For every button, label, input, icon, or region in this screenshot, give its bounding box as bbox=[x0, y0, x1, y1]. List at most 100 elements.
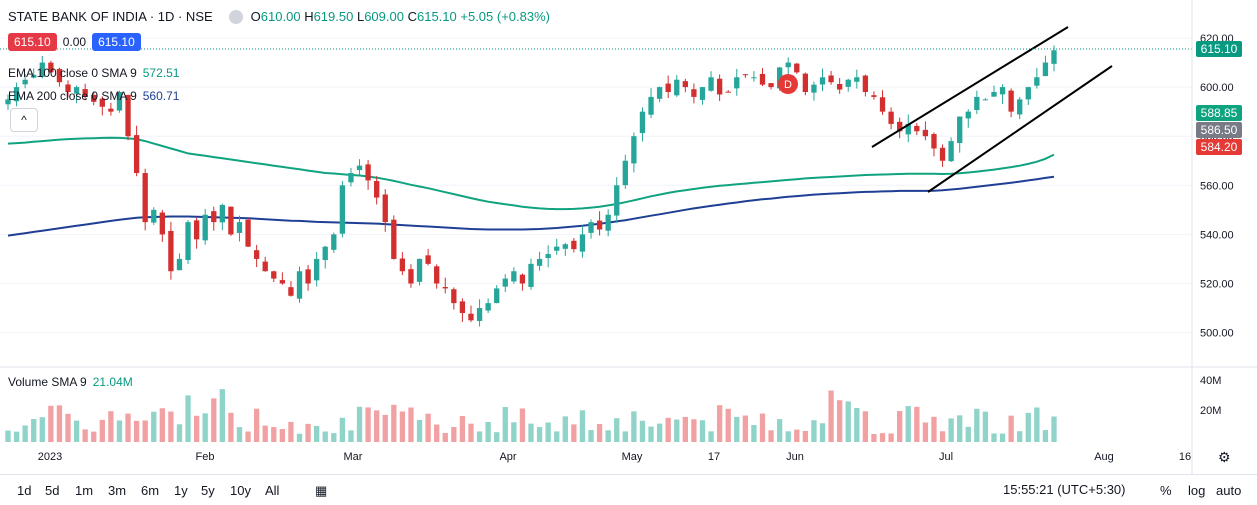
candle-body bbox=[108, 108, 114, 112]
candle-body bbox=[708, 77, 714, 91]
candle-body bbox=[957, 116, 963, 144]
candle-body bbox=[631, 136, 637, 164]
volume-bar bbox=[48, 405, 54, 442]
candle-body bbox=[991, 92, 997, 97]
time-axis[interactable]: 2023 Feb Mar Apr May 17 Jun Jul Aug 16 bbox=[38, 451, 1191, 463]
trendline-upper[interactable] bbox=[871, 26, 1069, 148]
candle-body bbox=[639, 111, 646, 134]
volume-bar bbox=[365, 407, 371, 442]
candle-body bbox=[1051, 50, 1057, 64]
mid-price-tag: 586.50 bbox=[1196, 122, 1242, 138]
candle-body bbox=[579, 234, 586, 252]
volume-bar bbox=[82, 429, 88, 442]
volume-bar bbox=[605, 430, 611, 442]
volume-bar bbox=[819, 423, 826, 442]
volume-bar bbox=[99, 419, 105, 442]
candle-body bbox=[494, 288, 500, 304]
candle-body bbox=[836, 83, 843, 90]
volume-bar bbox=[434, 424, 440, 442]
volume-bar bbox=[56, 405, 63, 442]
volume-bar bbox=[648, 426, 654, 442]
time-tick-label: Apr bbox=[499, 451, 516, 463]
candle-body bbox=[734, 77, 740, 89]
range-6m[interactable]: 6m bbox=[141, 483, 160, 498]
volume-bar bbox=[13, 431, 20, 442]
candle-body bbox=[348, 173, 354, 183]
range-1d[interactable]: 1d bbox=[17, 483, 32, 498]
trendline-lower[interactable] bbox=[927, 65, 1113, 193]
log-toggle[interactable]: log bbox=[1188, 483, 1206, 498]
volume-bar bbox=[665, 417, 671, 442]
volume-bar bbox=[399, 411, 406, 442]
volume-bar bbox=[734, 416, 740, 442]
candle-body bbox=[434, 266, 440, 284]
time-tick-label: 16 bbox=[1179, 451, 1191, 463]
sell-price-button[interactable]: 615.10 bbox=[8, 33, 57, 51]
ema100-legend[interactable]: EMA 100 close 0 SMA 9 572.51 bbox=[8, 66, 180, 80]
volume-bar bbox=[939, 431, 946, 442]
volume-bar bbox=[356, 406, 363, 442]
clock-time[interactable]: 15:55:21 (UTC+5:30) bbox=[1003, 482, 1126, 497]
price-axis[interactable]: 620.00600.00580.00560.00540.00520.00500.… bbox=[1200, 33, 1234, 340]
volume-legend[interactable]: Volume SMA 9 21.04M bbox=[8, 375, 133, 389]
range-5d[interactable]: 5d bbox=[45, 483, 60, 498]
percent-toggle[interactable]: % bbox=[1160, 483, 1172, 498]
candle-body bbox=[965, 111, 971, 119]
candle-body bbox=[305, 269, 311, 284]
time-tick-label: Jul bbox=[939, 451, 953, 463]
range-1m[interactable]: 1m bbox=[75, 483, 94, 498]
candle-body bbox=[974, 96, 980, 111]
candle-body bbox=[794, 63, 800, 73]
candle-body bbox=[519, 274, 526, 284]
volume-bar bbox=[519, 408, 526, 442]
candle-body bbox=[399, 258, 406, 272]
visibility-eye-icon[interactable] bbox=[228, 9, 243, 24]
range-1y[interactable]: 1y bbox=[174, 483, 188, 498]
candle-body bbox=[588, 222, 594, 233]
candle-body bbox=[279, 280, 286, 284]
volume-bar bbox=[31, 419, 37, 442]
volume-bar bbox=[742, 415, 749, 442]
volume-bar bbox=[442, 432, 448, 442]
symbol-legend[interactable]: STATE BANK OF INDIA · 1D · NSE O610.00 H… bbox=[8, 9, 550, 24]
date-range-calendar-icon[interactable]: ▦ bbox=[315, 483, 328, 498]
candle-body bbox=[142, 173, 148, 223]
buy-price-button[interactable]: 615.10 bbox=[92, 33, 141, 51]
collapse-legend-chevron-up-icon[interactable]: ^ bbox=[10, 108, 38, 132]
range-3m[interactable]: 3m bbox=[108, 483, 127, 498]
range-5y[interactable]: 5y bbox=[201, 483, 215, 498]
candle-body bbox=[193, 220, 200, 240]
candle-body bbox=[888, 111, 894, 124]
candle-body bbox=[648, 96, 654, 115]
volume-tick-label: 40M bbox=[1200, 375, 1221, 387]
volume-bar bbox=[73, 420, 80, 442]
volume-bar bbox=[614, 418, 620, 442]
volume-bar bbox=[768, 430, 774, 442]
settings-gear-icon[interactable]: ⚙ bbox=[1218, 449, 1231, 465]
candle-body bbox=[176, 258, 183, 271]
candle-body bbox=[365, 164, 371, 181]
symbol-title[interactable]: STATE BANK OF INDIA · 1D · NSE bbox=[8, 9, 213, 24]
dividend-event-marker[interactable]: D bbox=[778, 74, 798, 94]
candle-body bbox=[262, 261, 268, 272]
candle-body bbox=[596, 220, 603, 230]
volume-bar bbox=[965, 426, 971, 442]
candle-body bbox=[408, 269, 414, 284]
candle-body bbox=[31, 74, 37, 78]
price-tick-label: 560.00 bbox=[1200, 180, 1234, 192]
volume-bar bbox=[674, 419, 680, 442]
volume-bar bbox=[382, 414, 388, 442]
volume-bar bbox=[828, 390, 834, 442]
range-10y[interactable]: 10y bbox=[230, 483, 251, 498]
candle-body bbox=[5, 99, 11, 105]
candle-body bbox=[751, 77, 757, 79]
volume-bar bbox=[288, 421, 294, 442]
auto-toggle[interactable]: auto bbox=[1216, 483, 1242, 498]
volume-bar bbox=[811, 420, 817, 442]
price-tick-label: 540.00 bbox=[1200, 229, 1234, 241]
ema200-legend[interactable]: EMA 200 close 0 SMA 9 560.71 bbox=[8, 89, 180, 103]
range-all[interactable]: All bbox=[265, 483, 280, 498]
candle-body bbox=[1017, 99, 1023, 115]
volume-bar bbox=[905, 406, 911, 442]
